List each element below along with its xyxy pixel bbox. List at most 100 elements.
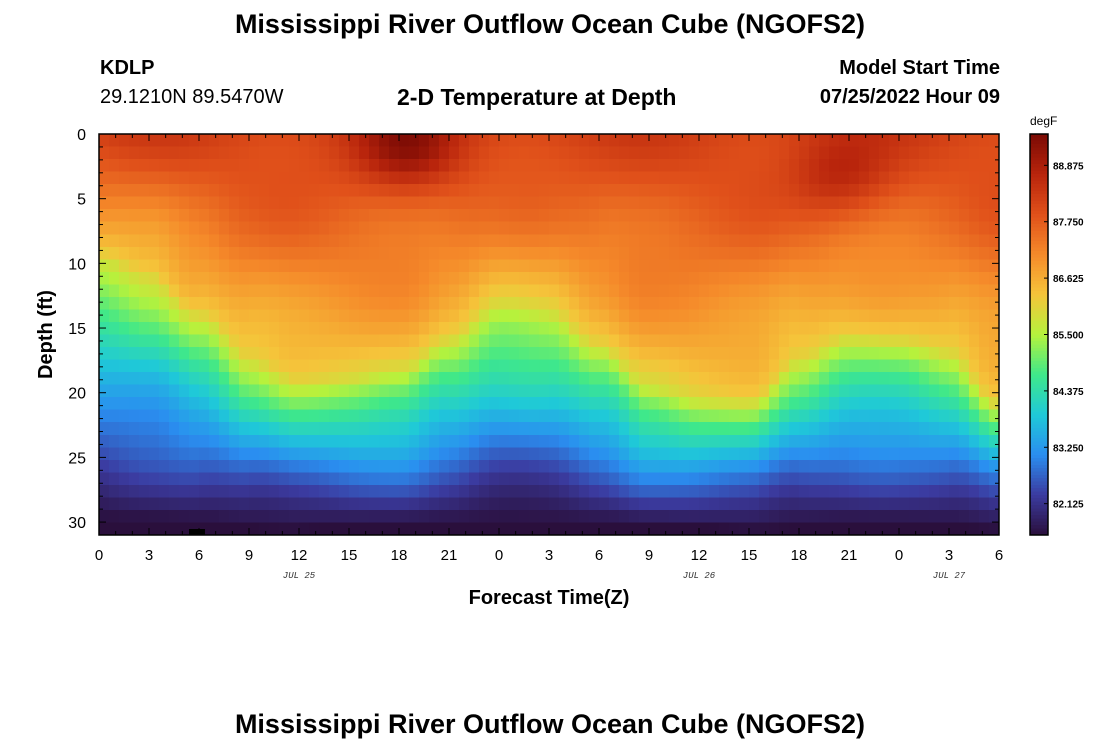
heatmap-cell bbox=[799, 397, 810, 411]
heatmap-cell bbox=[529, 334, 540, 348]
heatmap-cell bbox=[179, 434, 190, 448]
heatmap-cell bbox=[399, 434, 410, 448]
heatmap-cell bbox=[139, 447, 150, 461]
heatmap-cell bbox=[529, 159, 540, 173]
heatmap-cell bbox=[229, 522, 240, 536]
heatmap-cell bbox=[869, 347, 880, 361]
heatmap-cell bbox=[449, 447, 460, 461]
heatmap-cell bbox=[819, 472, 830, 486]
heatmap-cell bbox=[279, 522, 290, 536]
heatmap-cell bbox=[759, 284, 770, 298]
heatmap-cell bbox=[199, 497, 210, 511]
heatmap-cell bbox=[99, 184, 110, 198]
heatmap-cell bbox=[459, 134, 470, 148]
heatmap-cell bbox=[169, 447, 180, 461]
heatmap-cell bbox=[209, 372, 220, 386]
heatmap-cell bbox=[379, 134, 390, 148]
heatmap-cell bbox=[939, 284, 950, 298]
heatmap-cell bbox=[799, 259, 810, 273]
heatmap-cell bbox=[289, 522, 300, 536]
heatmap-cell bbox=[539, 159, 550, 173]
heatmap-cell bbox=[909, 434, 920, 448]
heatmap-cell bbox=[879, 384, 890, 398]
heatmap-cell bbox=[489, 171, 500, 185]
colorbar-band bbox=[1030, 207, 1048, 212]
heatmap-cell bbox=[99, 447, 110, 461]
heatmap-cell bbox=[269, 522, 280, 536]
heatmap-cell bbox=[879, 309, 890, 323]
heatmap-cell bbox=[529, 372, 540, 386]
heatmap-cell bbox=[519, 509, 530, 524]
y-tick-label: 30 bbox=[68, 515, 86, 532]
heatmap-cell bbox=[589, 334, 600, 348]
heatmap-cell bbox=[639, 409, 650, 423]
heatmap-cell bbox=[609, 472, 620, 486]
heatmap-cell bbox=[149, 497, 160, 511]
heatmap-cell bbox=[899, 447, 910, 461]
heatmap-cell bbox=[769, 484, 780, 499]
heatmap-cell bbox=[709, 372, 720, 386]
heatmap-cell bbox=[479, 472, 490, 486]
heatmap-cell bbox=[949, 171, 960, 185]
heatmap-cell bbox=[219, 209, 230, 223]
heatmap-cell bbox=[869, 246, 880, 260]
heatmap-cell bbox=[909, 384, 920, 398]
heatmap-cell bbox=[509, 484, 520, 499]
heatmap-cell bbox=[669, 146, 680, 160]
heatmap-cell bbox=[469, 284, 480, 298]
heatmap-cell bbox=[749, 134, 760, 148]
heatmap-cell bbox=[819, 459, 830, 473]
heatmap-cell bbox=[159, 409, 170, 423]
heatmap-cell bbox=[289, 221, 300, 235]
heatmap-cell bbox=[609, 309, 620, 323]
heatmap-cell bbox=[799, 334, 810, 348]
heatmap-cell bbox=[459, 359, 470, 373]
heatmap-cell bbox=[169, 434, 180, 448]
heatmap-cell bbox=[919, 284, 930, 298]
heatmap-cell bbox=[739, 334, 750, 348]
heatmap-cell bbox=[879, 434, 890, 448]
heatmap-cell bbox=[149, 284, 160, 298]
heatmap-cell bbox=[289, 497, 300, 511]
heatmap-cell bbox=[279, 309, 290, 323]
heatmap-cell bbox=[979, 397, 990, 411]
heatmap-cell bbox=[619, 146, 630, 160]
heatmap-cell bbox=[159, 334, 170, 348]
heatmap-cell bbox=[989, 484, 1000, 499]
heatmap-cell bbox=[849, 497, 860, 511]
heatmap-cell bbox=[459, 422, 470, 436]
heatmap-cell bbox=[849, 184, 860, 198]
heatmap-cell bbox=[519, 196, 530, 210]
heatmap-cell bbox=[429, 509, 440, 524]
heatmap-cell bbox=[529, 347, 540, 361]
heatmap-cell bbox=[209, 246, 220, 260]
heatmap-cell bbox=[629, 171, 640, 185]
heatmap-cell bbox=[519, 472, 530, 486]
heatmap-cell bbox=[849, 472, 860, 486]
heatmap-cell bbox=[979, 209, 990, 223]
heatmap-cell bbox=[269, 196, 280, 210]
heatmap-cell bbox=[859, 484, 870, 499]
heatmap-cell bbox=[409, 447, 420, 461]
heatmap-cell bbox=[929, 422, 940, 436]
heatmap-cell bbox=[409, 334, 420, 348]
heatmap-cell bbox=[959, 321, 970, 336]
heatmap-cell bbox=[869, 171, 880, 185]
heatmap-cell bbox=[469, 134, 480, 148]
heatmap-cell bbox=[399, 509, 410, 524]
heatmap-cell bbox=[139, 159, 150, 173]
heatmap-cell bbox=[599, 497, 610, 511]
heatmap-cell bbox=[989, 434, 1000, 448]
heatmap-cell bbox=[129, 221, 140, 235]
heatmap-cell bbox=[659, 246, 670, 260]
heatmap-cell bbox=[979, 284, 990, 298]
heatmap-cell bbox=[699, 196, 710, 210]
heatmap-cell bbox=[179, 397, 190, 411]
heatmap-cell bbox=[239, 409, 250, 423]
heatmap-cell bbox=[859, 384, 870, 398]
heatmap-cell bbox=[349, 284, 360, 298]
heatmap-cell bbox=[259, 459, 270, 473]
heatmap-cell bbox=[309, 259, 320, 273]
heatmap-cell bbox=[189, 484, 200, 499]
heatmap-cell bbox=[159, 422, 170, 436]
